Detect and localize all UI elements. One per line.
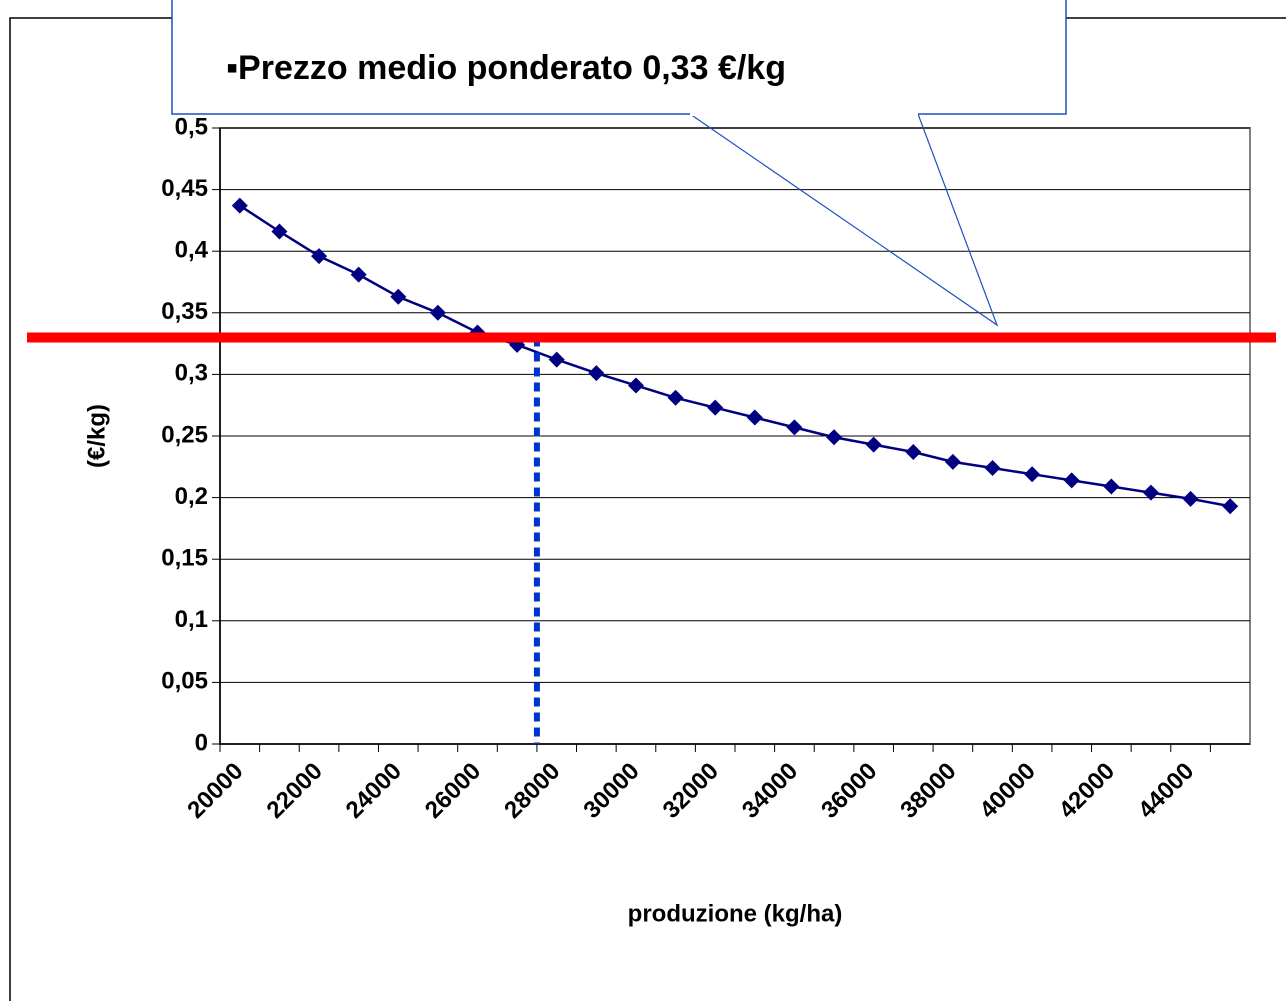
y-tick-label: 0,35: [161, 298, 208, 325]
data-point: [429, 304, 446, 321]
y-tick-label: 0,3: [175, 360, 208, 387]
data-point: [905, 444, 922, 461]
y-axis-label: (€/kg): [83, 404, 110, 468]
data-point: [231, 197, 248, 214]
data-point: [1103, 478, 1120, 495]
y-tick-label: 0,05: [161, 668, 208, 695]
data-point: [588, 365, 605, 382]
data-point: [1182, 490, 1199, 507]
data-point: [1222, 498, 1239, 515]
y-tick-label: 0,15: [161, 545, 208, 572]
callout-box: [171, 0, 1067, 115]
y-tick-label: 0,1: [175, 606, 208, 633]
callout-pointer: [689, 113, 999, 327]
data-point: [707, 399, 724, 416]
x-axis-label: produzione (kg/ha): [628, 900, 843, 927]
data-point: [1024, 466, 1041, 483]
data-point: [746, 409, 763, 426]
data-point: [1142, 484, 1159, 501]
callout-gap: [690, 108, 918, 116]
y-tick-label: 0,45: [161, 175, 208, 202]
data-point: [667, 389, 684, 406]
data-point: [627, 377, 644, 394]
data-point: [1063, 472, 1080, 489]
callout-text: ▪Prezzo medio ponderato 0,33 €/kg: [226, 49, 786, 87]
y-tick-label: 0,2: [175, 483, 208, 510]
data-point: [786, 419, 803, 436]
data-point: [271, 223, 288, 240]
y-tick-label: 0: [195, 729, 208, 756]
y-tick-label: 0,5: [175, 113, 208, 140]
y-tick-label: 0,4: [175, 237, 209, 264]
data-point: [548, 351, 565, 368]
data-point: [826, 429, 843, 446]
data-point: [984, 460, 1001, 477]
data-point: [944, 453, 961, 470]
data-point: [865, 436, 882, 453]
data-point: [350, 266, 367, 283]
y-tick-label: 0,25: [161, 421, 208, 448]
data-point: [311, 248, 328, 265]
data-point: [390, 288, 407, 305]
